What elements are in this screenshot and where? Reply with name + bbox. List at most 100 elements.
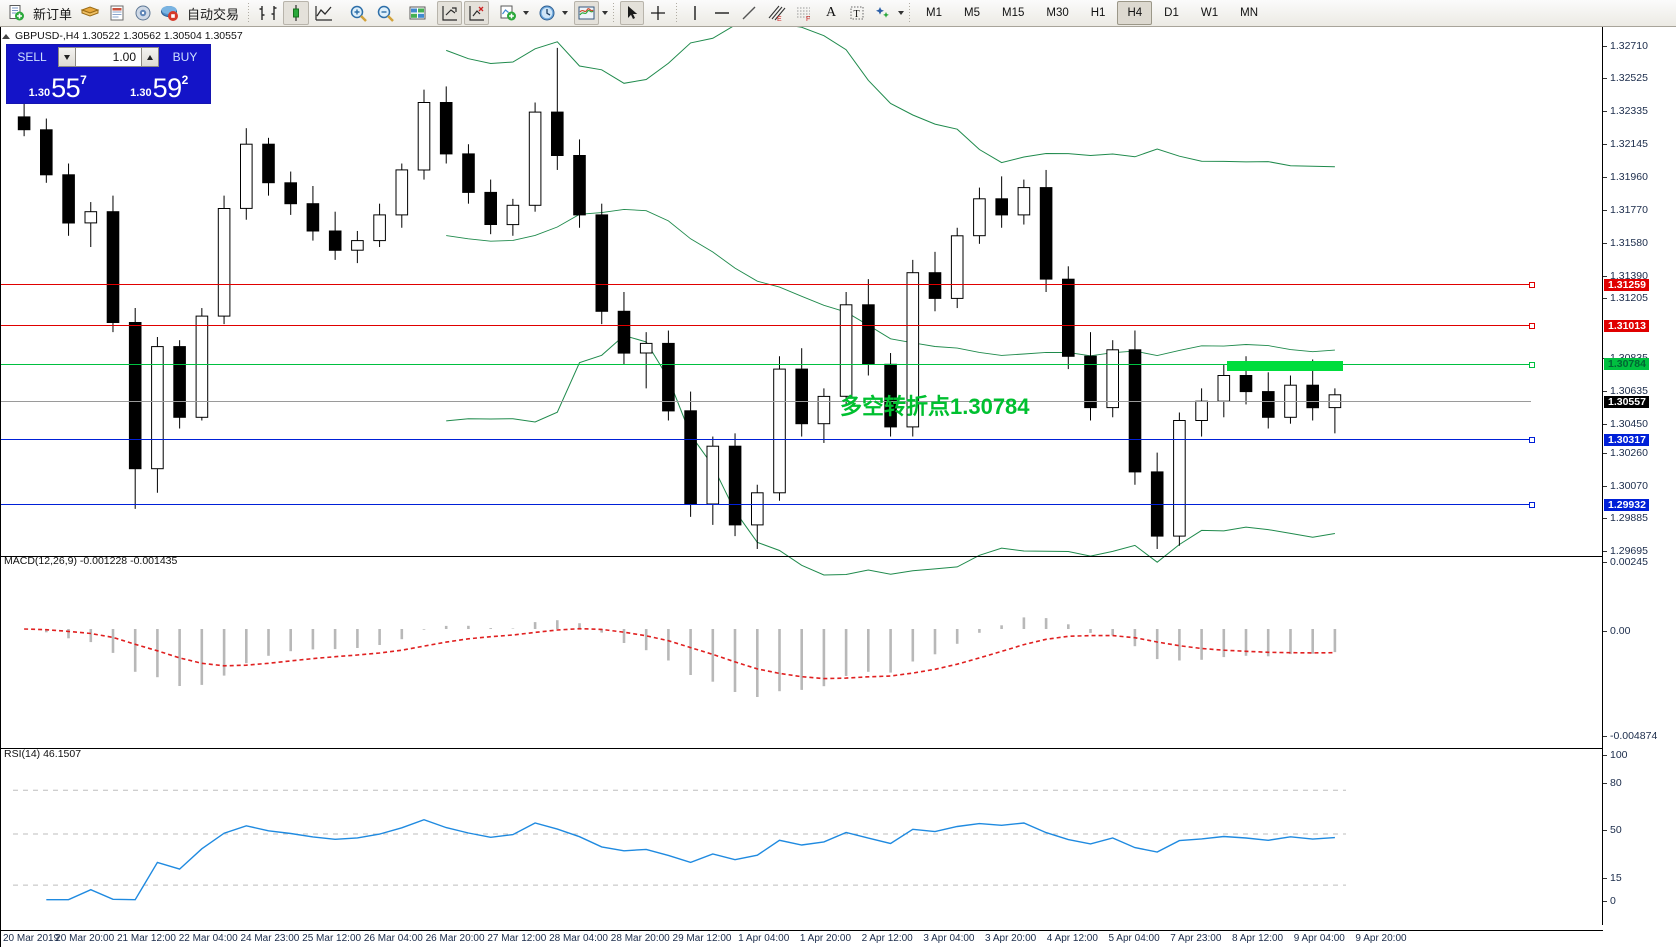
timeframe-d1[interactable]: D1: [1154, 1, 1189, 25]
periods-button[interactable]: [535, 1, 559, 25]
templates-button[interactable]: [574, 1, 600, 25]
crosshair-tool[interactable]: [646, 1, 670, 25]
trendline-tool[interactable]: [737, 1, 761, 25]
volume-input[interactable]: 1.00: [76, 47, 141, 67]
axis-tick: 1.29885: [1603, 513, 1648, 524]
pivot-line[interactable]: [1, 362, 1535, 368]
tile-windows-button[interactable]: [405, 1, 430, 25]
toolbar-separator: [248, 3, 250, 23]
sell-price-prefix: 1.30: [28, 87, 51, 99]
current-price-line: [1, 401, 1531, 402]
indicators-button[interactable]: [496, 1, 520, 25]
time-axis-label: 9 Apr 20:00: [1355, 933, 1407, 944]
timeframe-m5[interactable]: M5: [954, 1, 990, 25]
price-panel[interactable]: 多空转折点1.30784: [1, 27, 1603, 883]
new-order-label[interactable]: 新订单: [33, 6, 73, 22]
vertical-line-tool[interactable]: [683, 1, 707, 25]
symbol-header-text: GBPUSD-,H4 1.30522 1.30562 1.30504 1.305…: [15, 30, 243, 42]
axis-tick: 1.32710: [1603, 41, 1648, 52]
timeframe-w1[interactable]: W1: [1191, 1, 1228, 25]
horizontal-line-tool[interactable]: [709, 1, 735, 25]
cursor-tool[interactable]: [620, 1, 645, 25]
chart-shift-button[interactable]: [437, 1, 463, 25]
buy-price-fraction: 2: [181, 73, 189, 87]
timeframe-h1[interactable]: H1: [1081, 1, 1116, 25]
rsi-axis: 100 80 50 15 0: [1602, 748, 1676, 925]
time-axis[interactable]: 20 Mar 2019 20 Mar 20:00 21 Mar 12:00 22 Ma…: [1, 930, 1603, 947]
label-tool[interactable]: T: [845, 1, 869, 25]
buy-button[interactable]: BUY: [160, 45, 210, 69]
support-price-chip-2[interactable]: 1.29932: [1604, 499, 1649, 511]
timeframe-d1-label: D1: [1164, 7, 1179, 19]
pivot-price-chip[interactable]: 1.30784: [1604, 358, 1649, 370]
rsi-axis-tick: 80: [1603, 778, 1622, 789]
autotrading-label[interactable]: 自动交易: [187, 6, 240, 22]
support-line-2[interactable]: [1, 502, 1535, 508]
resistance-line-1[interactable]: [1, 282, 1535, 288]
equidistant-channel-tool[interactable]: E: [763, 1, 789, 25]
support-line-1[interactable]: [1, 437, 1535, 443]
auto-scroll-button[interactable]: [464, 1, 490, 25]
axis-tick: 1.31390: [1603, 271, 1648, 282]
resistance-line-2[interactable]: [1, 323, 1535, 329]
main-toolbar: 新订单: [0, 0, 1676, 27]
timeframe-m15[interactable]: M15: [992, 1, 1034, 25]
buy-price-display[interactable]: 1.30 59 2: [109, 69, 209, 103]
line-chart-button[interactable]: [311, 1, 337, 25]
timeframe-m1[interactable]: M1: [916, 1, 952, 25]
timeframe-h4-label: H4: [1127, 7, 1143, 19]
zoom-out-button[interactable]: [373, 1, 398, 25]
expert-advisors-button[interactable]: [77, 1, 103, 25]
rsi-panel[interactable]: RSI(14) 46.1507: [1, 748, 1603, 925]
data-window-button[interactable]: [105, 1, 129, 25]
macd-label: MACD(12,26,9) -0.001228 -0.001435: [4, 555, 178, 567]
pivot-zone-rectangle[interactable]: [1227, 361, 1343, 371]
axis-tick: 1.31770: [1603, 205, 1648, 216]
support-price-chip-1[interactable]: 1.30317: [1604, 434, 1649, 446]
macd-chart-svg: [24, 617, 1337, 697]
line-handle[interactable]: [1529, 323, 1535, 329]
timeframe-mn[interactable]: MN: [1230, 1, 1268, 25]
text-tool[interactable]: A: [825, 5, 837, 20]
new-order-button[interactable]: [4, 1, 28, 25]
volume-stepper[interactable]: 1.00: [58, 47, 159, 67]
resistance-price-chip-1[interactable]: 1.31259: [1604, 279, 1649, 291]
volume-increase-button[interactable]: [141, 47, 159, 67]
navigator-button[interactable]: [131, 1, 155, 25]
templates-dropdown-caret[interactable]: [602, 11, 609, 15]
shapes-tool[interactable]: [871, 1, 895, 25]
line-handle[interactable]: [1529, 282, 1535, 288]
chart-canvas-area[interactable]: 多空转折点1.30784 1.32710 1.32525 1.32335 1.3…: [0, 27, 1676, 947]
timeframe-m5-label: M5: [964, 7, 980, 19]
time-axis-label: 2 Apr 12:00: [861, 933, 913, 944]
indicators-dropdown-caret[interactable]: [523, 11, 530, 15]
collapse-arrow-icon[interactable]: [2, 33, 10, 39]
line-handle[interactable]: [1529, 502, 1535, 508]
time-axis-label: 8 Apr 12:00: [1231, 933, 1284, 944]
one-click-trading-panel[interactable]: SELL 1.00 BUY 1.30 55 7 1.30 59 2: [6, 44, 211, 104]
chart-annotation-text[interactable]: 多空转折点1.30784: [840, 394, 1030, 419]
sell-button[interactable]: SELL: [7, 45, 57, 69]
autotrading-button[interactable]: [157, 1, 182, 25]
buy-price-main: 59: [152, 73, 183, 103]
volume-decrease-button[interactable]: [58, 47, 76, 67]
candlestick-chart-button[interactable]: [283, 1, 310, 25]
sell-price-fraction: 7: [80, 73, 87, 87]
line-handle[interactable]: [1529, 437, 1535, 443]
timeframe-h4[interactable]: H4: [1117, 1, 1153, 25]
sell-price-display[interactable]: 1.30 55 7: [8, 69, 108, 102]
resistance-price-chip-2[interactable]: 1.31013: [1604, 320, 1649, 332]
macd-panel[interactable]: MACD(12,26,9) -0.001228 -0.001435: [1, 555, 1603, 747]
bar-chart-button[interactable]: [255, 1, 281, 25]
rsi-axis-tick: 50: [1603, 825, 1622, 836]
time-axis-label: 26 Mar 20:00: [425, 933, 485, 944]
timeframe-m15-label: M15: [1002, 7, 1025, 19]
timeframe-m30[interactable]: M30: [1036, 1, 1078, 25]
periods-dropdown-caret[interactable]: [562, 11, 569, 15]
macd-axis-tick: -0.004874: [1603, 731, 1657, 742]
line-handle[interactable]: [1529, 362, 1535, 368]
fibonacci-tool[interactable]: F: [791, 1, 817, 25]
shapes-dropdown-caret[interactable]: [898, 11, 905, 15]
zoom-in-button[interactable]: [346, 1, 371, 25]
